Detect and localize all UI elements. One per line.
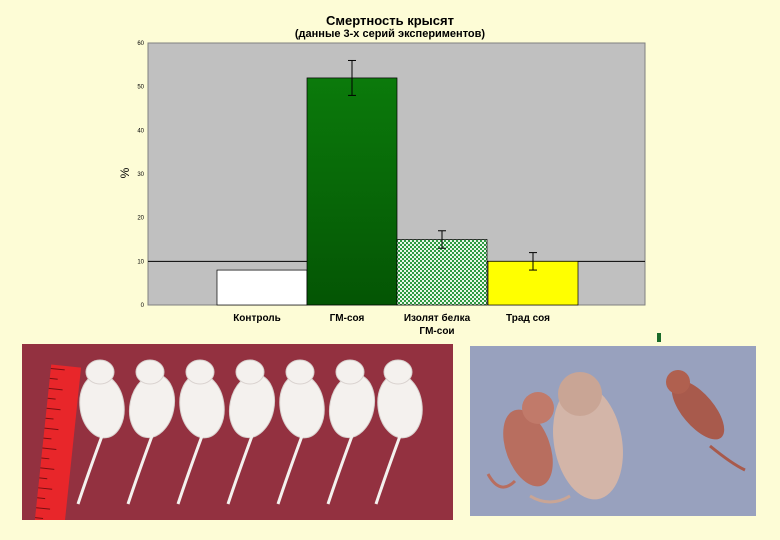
x-category-label: Трад соя [506,313,550,324]
rat-pup [176,359,225,505]
y-tick-label: 50 [137,85,144,91]
rat-pup [326,359,376,505]
x-category-label: ГМ-соя [330,313,365,324]
y-tick-label: 20 [137,216,144,222]
rat-pup [126,359,176,505]
chart-title: Смертность крысят [326,13,454,28]
rat-pup [226,359,276,505]
y-tick-label: 40 [137,128,144,134]
bar [396,239,488,306]
y-tick-label: 30 [137,172,144,178]
y-axis-label: % [118,167,132,178]
rat-pups-photo-right [470,346,756,516]
y-tick-label: 10 [137,259,144,265]
green-marker [657,333,661,342]
rat-pup [276,359,325,505]
bar [306,77,398,306]
rat-pup [76,359,125,505]
ruler [34,364,82,520]
x-category-label: Изолят белка ГМ-сои [404,312,471,337]
bar [216,269,308,306]
chart-subtitle: (данные 3-х серий экспериментов) [294,28,486,40]
y-tick-label: 60 [137,41,144,47]
bar-chart: 0 10 20 30 40 50 60 Контроль ГМ-соя Изолят белка Г… [118,41,646,337]
rat-pup [374,359,423,505]
x-category-label: Контроль [233,313,281,324]
y-tick-label: 0 [141,303,145,309]
rat-pups-photo-left [22,344,453,520]
